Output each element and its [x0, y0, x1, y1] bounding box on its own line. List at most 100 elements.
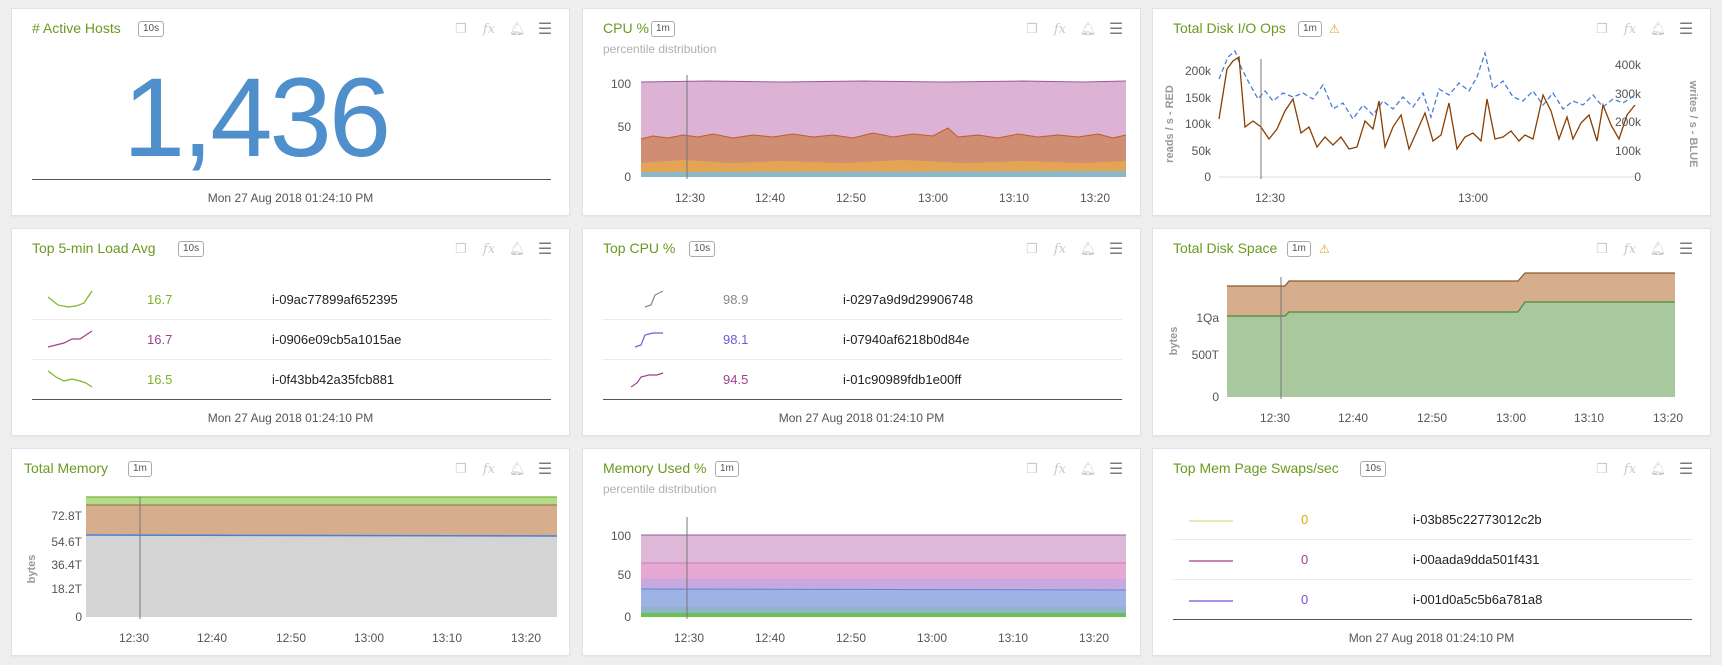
disk-space-line-top — [1227, 272, 1675, 287]
cpu-chart[interactable]: 100 50 0 12:30 12:40 12:50 13:00 13:10 1… — [583, 9, 1142, 217]
y-tick-label: 0 — [1212, 390, 1219, 404]
fx-icon[interactable]: fx — [482, 241, 496, 257]
list-item[interactable]: 94.5 i-01c90989fdb1e00ff — [603, 359, 1122, 399]
row-host[interactable]: i-03b85c22773012c2b — [1413, 512, 1542, 527]
fx-icon[interactable]: fx — [482, 21, 496, 37]
panel-title[interactable]: Top 5-min Load Avg — [32, 240, 156, 256]
row-value: 98.9 — [723, 292, 749, 307]
fx-icon[interactable]: fx — [1623, 461, 1637, 477]
y-tick-label: 0 — [624, 610, 631, 624]
copy-icon[interactable]: ❐ — [1026, 241, 1038, 256]
memory-line-base — [85, 534, 558, 537]
bell-icon[interactable]: 🔔︎ — [1649, 21, 1667, 36]
total-memory-chart[interactable]: bytes 72.8T 54.6T 36.4T 18.2T 0 12:30 12… — [12, 449, 571, 657]
row-host[interactable]: i-001d0a5c5b6a781a8 — [1413, 592, 1543, 607]
fx-icon[interactable]: fx — [1053, 461, 1067, 477]
x-tick-label: 12:40 — [755, 191, 785, 205]
copy-icon[interactable]: ❐ — [1596, 21, 1608, 36]
timestamp: Mon 27 Aug 2018 01:24:10 PM — [1348, 631, 1515, 645]
disk-space-chart[interactable]: bytes 1Qa 500T 0 12:30 12:40 12:50 13:00… — [1153, 229, 1712, 437]
bell-icon[interactable]: 🔔︎ — [508, 21, 526, 36]
disk-io-chart[interactable]: reads / s - RED writes / s - BLUE 200k 1… — [1153, 9, 1712, 217]
panel-title[interactable]: Memory Used % — [603, 460, 707, 476]
copy-icon[interactable]: ❐ — [1596, 241, 1608, 256]
panel-toolbar: ❐ fx 🔔︎ ☰ — [1018, 459, 1130, 479]
panel-top-load: Top 5-min Load Avg 10s ❐ fx 🔔︎ ☰ 16.7 i-09a… — [11, 228, 570, 436]
panel-toolbar: ❐ fx 🔔︎ ☰ — [447, 19, 559, 39]
panel-title[interactable]: # Active Hosts — [32, 20, 121, 36]
row-host[interactable]: i-00aada9dda501f431 — [1413, 552, 1540, 567]
bell-icon[interactable]: 🔔︎ — [1649, 241, 1667, 256]
list-item[interactable]: 16.7 i-09ac77899af652395 — [32, 279, 551, 319]
list-item[interactable]: 98.9 i-0297a9d9d29906748 — [603, 279, 1122, 319]
memory-used-chart[interactable]: 100 50 0 12:30 12:40 12:50 13:00 13:10 1… — [583, 449, 1142, 657]
menu-icon[interactable]: ☰ — [1108, 21, 1124, 38]
bell-icon[interactable]: 🔔︎ — [508, 241, 526, 256]
copy-icon[interactable]: ❐ — [455, 241, 467, 256]
fx-icon[interactable]: fx — [1623, 21, 1637, 37]
x-tick-label: 13:20 — [511, 631, 541, 645]
menu-icon[interactable]: ☰ — [1678, 241, 1694, 258]
menu-icon[interactable]: ☰ — [537, 21, 553, 38]
x-tick-label: 12:40 — [197, 631, 227, 645]
row-host[interactable]: i-07940af6218b0d84e — [843, 332, 970, 347]
panel-title[interactable]: Top CPU % — [603, 240, 676, 256]
warning-icon[interactable]: ⚠ — [1319, 242, 1330, 256]
copy-icon[interactable]: ❐ — [455, 461, 467, 476]
warning-icon[interactable]: ⚠ — [1329, 22, 1340, 36]
panel-title[interactable]: Total Disk I/O Ops — [1173, 20, 1286, 36]
fx-icon[interactable]: fx — [1053, 21, 1067, 37]
copy-icon[interactable]: ❐ — [1026, 21, 1038, 36]
sparkline — [1189, 520, 1233, 522]
sparkline — [1189, 560, 1233, 562]
panel-title[interactable]: Top Mem Page Swaps/sec — [1173, 460, 1339, 476]
copy-icon[interactable]: ❐ — [1596, 461, 1608, 476]
row-host[interactable]: i-0906e09cb5a1015ae — [272, 332, 402, 347]
row-value: 94.5 — [723, 372, 749, 387]
y-left-tick: 200k — [1185, 64, 1212, 78]
bell-icon[interactable]: 🔔︎ — [1079, 21, 1097, 36]
x-tick-label: 12:40 — [1338, 411, 1368, 425]
disk-space-area-base — [1227, 302, 1675, 397]
panel-toolbar: ❐ fx 🔔︎ ☰ — [1018, 239, 1130, 259]
cpu-line-top — [640, 80, 1127, 83]
panel-title[interactable]: Total Disk Space — [1173, 240, 1278, 256]
copy-icon[interactable]: ❐ — [455, 21, 467, 36]
list-item[interactable]: 98.1 i-07940af6218b0d84e — [603, 319, 1122, 359]
copy-icon[interactable]: ❐ — [1026, 461, 1038, 476]
menu-icon[interactable]: ☰ — [1678, 21, 1694, 38]
x-tick-label: 12:50 — [1417, 411, 1447, 425]
menu-icon[interactable]: ☰ — [537, 461, 553, 478]
panel-toolbar: ❐ fx 🔔︎ ☰ — [447, 459, 559, 479]
fx-icon[interactable]: fx — [1053, 241, 1067, 257]
list-item[interactable]: 0 i-001d0a5c5b6a781a8 — [1173, 579, 1692, 619]
x-tick-label: 12:30 — [1260, 411, 1290, 425]
list-item[interactable]: 0 i-00aada9dda501f431 — [1173, 539, 1692, 579]
bell-icon[interactable]: 🔔︎ — [1079, 461, 1097, 476]
divider — [603, 399, 1122, 400]
list-item[interactable]: 0 i-03b85c22773012c2b — [1173, 499, 1692, 539]
row-host[interactable]: i-09ac77899af652395 — [272, 292, 398, 307]
menu-icon[interactable]: ☰ — [1678, 461, 1694, 478]
fx-icon[interactable]: fx — [1623, 241, 1637, 257]
timestamp: Mon 27 Aug 2018 01:24:10 PM — [778, 411, 945, 425]
menu-icon[interactable]: ☰ — [1108, 461, 1124, 478]
panel-title[interactable]: CPU % — [603, 20, 649, 36]
list-item[interactable]: 16.5 i-0f43bb42a35fcb881 — [32, 359, 551, 399]
row-host[interactable]: i-0f43bb42a35fcb881 — [272, 372, 395, 387]
panel-toolbar: ❐ fx 🔔︎ ☰ — [1588, 459, 1700, 479]
row-host[interactable]: i-01c90989fdb1e00ff — [843, 372, 962, 387]
bell-icon[interactable]: 🔔︎ — [508, 461, 526, 476]
list-item[interactable]: 16.7 i-0906e09cb5a1015ae — [32, 319, 551, 359]
menu-icon[interactable]: ☰ — [1108, 241, 1124, 258]
bell-icon[interactable]: 🔔︎ — [1649, 461, 1667, 476]
menu-icon[interactable]: ☰ — [537, 241, 553, 258]
row-host[interactable]: i-0297a9d9d29906748 — [843, 292, 974, 307]
right-axis-title: writes / s - BLUE — [1687, 80, 1699, 168]
panel-title[interactable]: Total Memory — [24, 460, 109, 476]
bell-icon[interactable]: 🔔︎ — [1079, 241, 1097, 256]
sparkline — [644, 290, 664, 308]
y-tick-label: 72.8T — [51, 509, 82, 523]
memory-area-base — [86, 535, 557, 617]
fx-icon[interactable]: fx — [482, 461, 496, 477]
